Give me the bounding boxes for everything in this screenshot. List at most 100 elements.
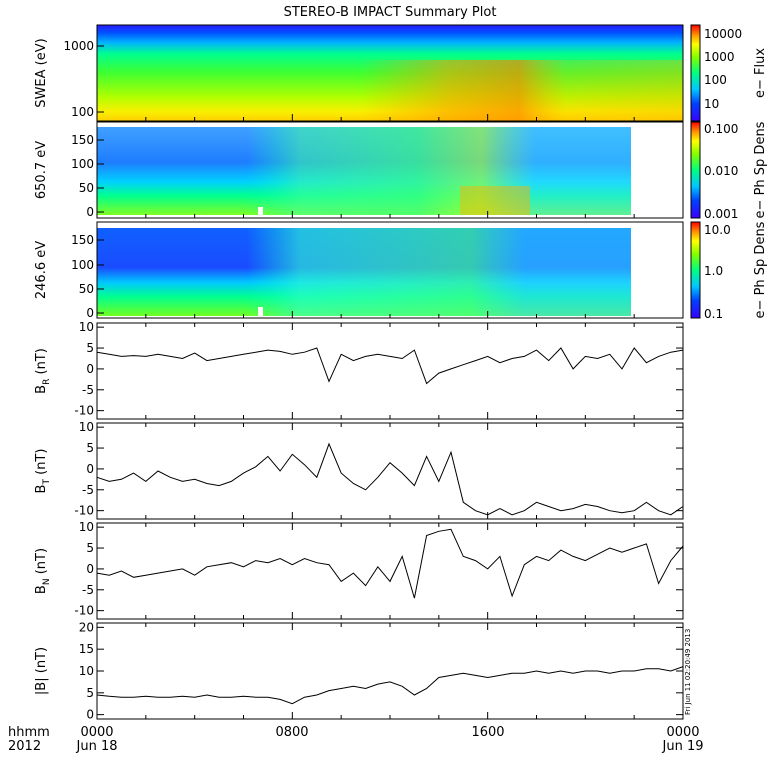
pad-246-colorbar (690, 221, 701, 319)
pad-650-ytick-label: 100 (71, 157, 94, 171)
br-ytick-label: 10 (79, 320, 94, 334)
br-ytick-label: 5 (86, 341, 94, 355)
swea-cb-tick: 100 (704, 73, 727, 87)
swea-colorbar (690, 24, 701, 122)
bmag-ytick-label: 20 (79, 620, 94, 634)
br-frame (96, 322, 684, 420)
swea-cb-tick: 10 (704, 97, 719, 111)
swea-cb-tick: 10000 (704, 27, 742, 41)
pad-246-yticks: 150 100 50 0 (71, 233, 104, 320)
pad-246-cb-tick: 10.0 (704, 223, 731, 237)
br-ylabel-unit: (nT) (34, 348, 49, 378)
timestamp-label: Fri Jun 11 02:20:49 2013 (684, 629, 692, 715)
bn-ytick-label: -5 (82, 583, 94, 597)
bmag-ytick-label: 15 (79, 642, 94, 656)
bn-ytick-label: -10 (74, 604, 94, 618)
bn-ylabel-main: B (34, 585, 49, 594)
bt-ylabel: BT (nT) (34, 449, 52, 494)
bt-ytick-label: 10 (79, 420, 94, 434)
bmag-ytick-label: 10 (79, 664, 94, 678)
pad-246-ytick-label: 50 (79, 282, 94, 296)
pad-650-gap (258, 207, 263, 215)
bn-trace (96, 528, 684, 599)
pad-650-cb-tick: 0.100 (704, 122, 738, 136)
pad-246-heatmap-overlay (97, 228, 631, 316)
bmag-ylabel-main: |B| (34, 677, 49, 695)
xdate-label: Jun 19 (662, 739, 704, 754)
bn-ylabel-unit: (nT) (34, 548, 49, 578)
footer-year: 2012 (8, 739, 41, 754)
pad-650-ylabel: 650.7 eV (34, 141, 49, 199)
bt-ylabel-unit: (nT) (34, 449, 49, 479)
xtick-label: 0000 (666, 725, 699, 740)
bt-ytick-label: -5 (82, 483, 94, 497)
plot-title: STEREO-B IMPACT Summary Plot (284, 5, 497, 20)
pad-650-warm-band (460, 186, 530, 215)
pad-650-cb-tick: 0.010 (704, 164, 738, 178)
swea-ytick-label: 100 (71, 105, 94, 119)
br-trace (96, 347, 684, 385)
pad-650-ytick-label: 0 (86, 205, 94, 219)
bn-ytick-label: 0 (86, 562, 94, 576)
swea-heatmap-warm (97, 60, 683, 121)
bt-ylabel-sub: T (42, 479, 52, 486)
pad-246-ytick-label: 0 (86, 306, 94, 320)
pad-246-ylabel: 246.6 eV (34, 241, 49, 299)
swea-yticks: 1000 100 (63, 39, 104, 119)
bmag-panel: 20 15 10 5 0 |B| (nT) (34, 620, 684, 722)
xdate-label: Jun 18 (76, 739, 118, 754)
br-ylabel-sub: R (42, 379, 52, 385)
x-axis-footer: hhmm 2012 0000 0800 1600 0000 Jun 18 Jun… (8, 629, 704, 754)
pad-650-cb-tick: 0.001 (704, 207, 738, 221)
bt-trace (96, 442, 684, 516)
bmag-trace (96, 666, 684, 705)
bn-panel: 10 5 0 -5 -10 BN (nT) (34, 520, 684, 620)
bn-ytick-label: 10 (79, 520, 94, 534)
footer-hhmm: hhmm (8, 725, 50, 740)
pad-650-colorbar (690, 121, 701, 219)
xtick-label: 1600 (471, 725, 504, 740)
br-ytick-label: -10 (74, 404, 94, 418)
bt-ytick-label: 0 (86, 462, 94, 476)
br-ytick-label: -5 (82, 383, 94, 397)
pad-246-gap (258, 307, 263, 316)
xtick-label: 0000 (80, 725, 113, 740)
bt-ytick-label: -10 (74, 504, 94, 518)
swea-ytick-label: 1000 (63, 39, 94, 53)
bn-ylabel: BN (nT) (34, 548, 52, 594)
bmag-ylabel-unit: (nT) (34, 647, 49, 677)
bt-ytick-label: 5 (86, 441, 94, 455)
pad-650-yticks: 150 100 50 0 (71, 133, 104, 219)
bmag-ytick-label: 5 (86, 686, 94, 700)
br-ytick-label: 0 (86, 362, 94, 376)
swea-panel: 1000 100 SWEA (eV) 10000 1000 100 10 e− … (34, 24, 768, 122)
swea-cb-label: e− Flux (753, 48, 768, 98)
pad-246-cb-tick: 1.0 (704, 264, 723, 278)
swea-cb-tick: 1000 (704, 50, 735, 64)
pad-650-heatmap-overlay (97, 127, 631, 215)
pad-650-panel: 150 100 50 0 650.7 eV 0.100 0.010 0.001 … (34, 121, 768, 221)
pad-650-ytick-label: 150 (71, 133, 94, 147)
pad-246-cb-tick: 0.1 (704, 307, 723, 321)
pad-246-panel: 150 100 50 0 246.6 eV 10.0 1.0 0.1 e− Ph… (34, 221, 768, 321)
bt-ylabel-main: B (34, 485, 49, 494)
pad-246-ytick-label: 150 (71, 233, 94, 247)
pad-246-cb-label: e− Ph Sp Dens (753, 221, 768, 318)
bt-panel: 10 5 0 -5 -10 BT (nT) (34, 420, 684, 520)
br-ylabel-main: B (34, 385, 49, 394)
bmag-ylabel: |B| (nT) (34, 647, 49, 695)
bn-frame (96, 522, 684, 620)
br-ylabel: BR (nT) (34, 348, 52, 394)
pad-650-cb-label: e− Ph Sp Dens (753, 121, 768, 218)
pad-246-ytick-label: 100 (71, 258, 94, 272)
bn-ytick-label: 5 (86, 541, 94, 555)
bmag-ytick-label: 0 (86, 708, 94, 722)
bn-ylabel-sub: N (42, 578, 52, 585)
swea-ylabel: SWEA (eV) (34, 38, 49, 107)
bt-frame (96, 422, 684, 520)
xtick-label: 0800 (275, 725, 308, 740)
br-panel: 10 5 0 -5 -10 BR (nT) (34, 320, 684, 420)
pad-650-ytick-label: 50 (79, 181, 94, 195)
